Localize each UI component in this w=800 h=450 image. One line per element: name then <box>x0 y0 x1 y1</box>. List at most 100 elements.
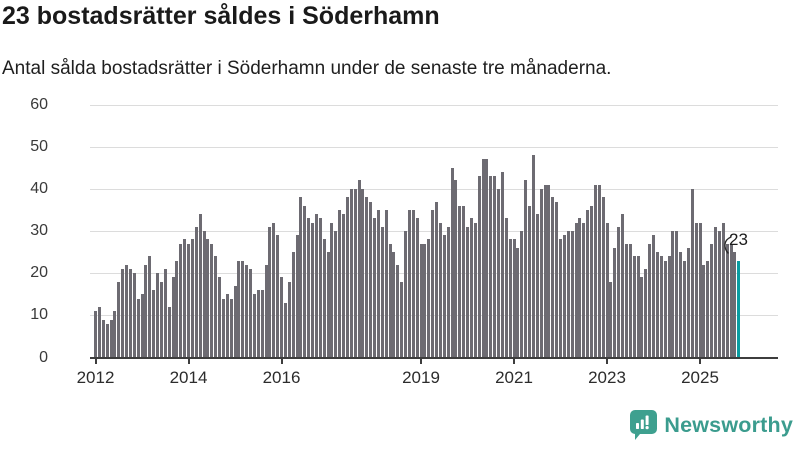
bar <box>605 222 609 358</box>
bar <box>504 218 508 358</box>
x-axis-tick <box>94 359 97 364</box>
bar <box>299 197 303 358</box>
bar <box>272 222 276 358</box>
bar <box>477 176 481 358</box>
bar <box>345 197 349 358</box>
bar <box>210 243 214 358</box>
bar <box>237 260 241 358</box>
bar <box>497 188 500 358</box>
bar <box>586 209 590 358</box>
bar <box>311 222 314 358</box>
bar <box>303 205 307 358</box>
x-axis-tick <box>513 359 515 364</box>
bar <box>500 172 504 358</box>
bar <box>291 252 295 358</box>
bar <box>648 243 652 358</box>
bar <box>338 209 342 358</box>
bar <box>710 243 714 358</box>
bar <box>485 159 489 358</box>
bar <box>179 243 183 358</box>
bar <box>593 184 597 358</box>
x-axis-label: 2016 <box>262 368 301 387</box>
bar <box>597 184 601 358</box>
bar <box>636 256 640 358</box>
bar <box>322 239 326 358</box>
bar <box>159 281 163 358</box>
bar <box>721 222 725 358</box>
bar <box>252 294 256 358</box>
bar <box>148 256 152 358</box>
bar <box>562 235 566 358</box>
bar <box>640 277 644 358</box>
bar <box>419 243 423 358</box>
bar <box>171 277 175 358</box>
chart-subtitle: Antal sålda bostadsrätter i Söderhamn un… <box>2 58 612 79</box>
bar <box>551 197 555 358</box>
bar <box>493 176 497 358</box>
bar <box>516 247 520 358</box>
bar <box>125 264 128 358</box>
bar <box>613 247 617 358</box>
bar <box>183 239 187 358</box>
bar <box>187 243 190 358</box>
bar <box>388 243 392 358</box>
bar <box>163 268 167 358</box>
bar <box>376 209 380 358</box>
bar <box>404 231 407 358</box>
bar <box>136 298 140 358</box>
y-axis-label: 10 <box>30 306 48 324</box>
bar <box>128 268 132 358</box>
bar <box>287 281 291 358</box>
bar <box>427 239 431 358</box>
bar <box>330 222 334 358</box>
bar <box>582 222 586 358</box>
gridline-40 <box>90 188 778 190</box>
bar <box>144 264 148 358</box>
y-axis-label: 40 <box>30 179 48 197</box>
bar <box>729 243 733 358</box>
bar <box>342 214 345 358</box>
bar <box>109 319 113 358</box>
newsworthy-brand: Newsworthy <box>630 408 793 442</box>
bar <box>535 214 539 358</box>
bar <box>407 209 411 358</box>
bar <box>609 281 613 358</box>
bar <box>140 294 144 358</box>
bar <box>559 239 562 358</box>
bar <box>694 222 698 358</box>
bar <box>206 239 210 358</box>
bar <box>156 273 159 358</box>
bar <box>632 256 636 358</box>
bar <box>241 260 245 358</box>
bar <box>249 268 252 358</box>
y-axis-label: 30 <box>30 222 48 239</box>
bar <box>349 188 353 358</box>
newsworthy-logo-icon <box>630 409 658 440</box>
bar <box>512 239 516 358</box>
y-axis-label: 60 <box>30 95 48 113</box>
bar <box>717 231 721 358</box>
bar <box>384 209 388 358</box>
bar <box>528 205 531 358</box>
bar <box>202 231 206 358</box>
bar <box>194 226 198 358</box>
bar <box>97 306 101 358</box>
bar <box>725 243 729 358</box>
bar <box>667 256 671 358</box>
bar <box>683 260 686 358</box>
bar <box>101 319 105 358</box>
bar <box>334 231 338 358</box>
bar <box>276 235 280 358</box>
bar <box>617 226 621 358</box>
y-axis-label: 20 <box>30 264 48 282</box>
bar <box>714 226 717 358</box>
bar <box>105 323 109 358</box>
bar <box>357 180 361 358</box>
bar <box>121 268 125 358</box>
bar <box>365 197 369 358</box>
bar <box>659 256 663 358</box>
bar <box>481 159 485 358</box>
bar <box>702 264 706 358</box>
bar <box>198 214 202 358</box>
bar <box>652 235 655 358</box>
